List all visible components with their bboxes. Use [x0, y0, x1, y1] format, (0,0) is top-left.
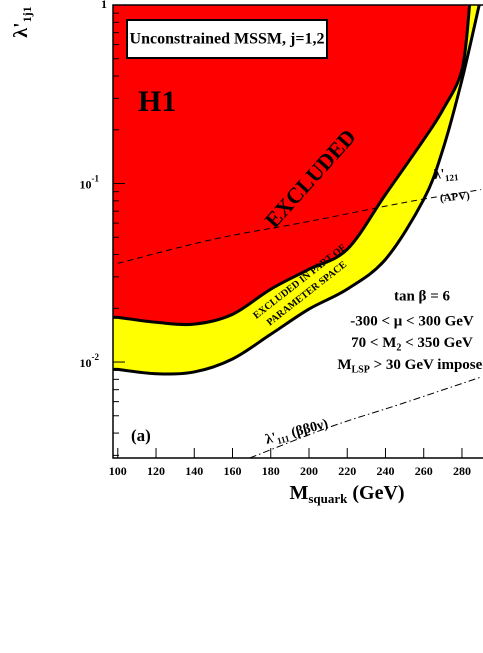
y-tick-label: 10-1 [80, 174, 100, 192]
x-tick-label: 140 [185, 464, 203, 478]
y-tick-label: 10-2 [80, 352, 100, 370]
chart-title: Unconstrained MSSM, j=1,2 [130, 31, 325, 48]
x-axis-label-rest: (GeV) [347, 482, 404, 504]
excluded-region [113, 5, 483, 325]
curve-label: λ'121 [433, 166, 459, 184]
y-axis-label-sub: 1j1 [20, 6, 34, 22]
x-tick-label: 120 [147, 464, 165, 478]
x-tick-label: 180 [262, 464, 280, 478]
x-tick-label: 240 [376, 464, 394, 478]
limit-line [249, 376, 482, 458]
curve-label: λ'111 (ββ0ν) [264, 417, 330, 449]
curve-label-main: λ' [264, 431, 278, 448]
condition: -300 < μ < 300 GeV [350, 313, 474, 329]
condition-sub: LSP [352, 365, 370, 376]
title-box [126, 19, 328, 59]
contour-line [113, 5, 481, 376]
panel-label: (a) [131, 426, 151, 445]
x-tick-label: 200 [300, 464, 318, 478]
y-tick-exponent: -2 [92, 352, 100, 362]
x-tick-label: 160 [224, 464, 242, 478]
y-tick-exponent: -1 [92, 174, 100, 184]
plot-area [113, 5, 483, 458]
condition-main: M [337, 357, 351, 373]
condition-sub: 2 [396, 343, 401, 354]
curve-label: (APV) [439, 190, 470, 205]
condition-rest: > 30 GeV imposed [370, 357, 483, 373]
x-tick-label: 100 [109, 464, 127, 478]
condition: tan β = 6 [394, 288, 451, 304]
h1-label: H1 [138, 85, 176, 118]
axis-frame [112, 4, 483, 459]
limit-line [117, 189, 482, 264]
curve-label-rest: (ββ0ν) [286, 417, 330, 442]
y-axis-label-main: λ' [10, 22, 32, 37]
contour-line [113, 5, 472, 327]
x-tick-label: 260 [415, 464, 433, 478]
y-tick-base: 10 [80, 356, 92, 370]
y-tick-base: 10 [80, 177, 92, 191]
x-tick-label: 280 [453, 464, 471, 478]
x-tick-label: 220 [338, 464, 356, 478]
condition-main: 70 < M [351, 335, 396, 351]
curve-label-sub: 121 [445, 172, 460, 183]
y-axis-label: λ'1j1 [10, 6, 34, 37]
x-axis-label: Msquark (GeV) [289, 482, 404, 506]
y-tick-label: 1 [101, 0, 107, 11]
x-axis-label-main: M [289, 482, 308, 504]
curve-label-main: λ' [433, 167, 445, 183]
condition: MLSP > 30 GeV imposed [337, 357, 483, 375]
condition: 70 < M2 < 350 GeV [351, 335, 473, 353]
condition-rest: < 350 GeV [401, 335, 473, 351]
x-axis-label-sub: squark [308, 491, 348, 506]
curve-label-sub: 111 [276, 433, 291, 446]
